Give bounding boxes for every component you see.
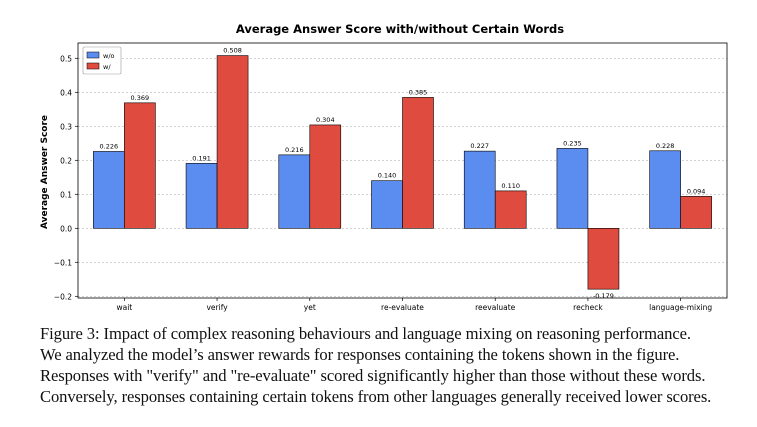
data-label: 0.110	[501, 182, 520, 190]
y-tick-label: 0.5	[60, 54, 72, 63]
y-axis-ticks: −0.2 −0.1 0.0 0.1 0.2 0.3 0.4 0.5	[54, 54, 78, 301]
legend-entry: w/	[103, 63, 111, 71]
y-axis-label: Average Answer Score	[40, 115, 50, 229]
legend-swatch	[86, 51, 100, 59]
caption-line-2: We analyzed the model’s answer rewards f…	[40, 345, 680, 364]
data-label: 0.191	[192, 154, 211, 162]
data-label: 0.304	[316, 116, 335, 124]
caption-line-4: Conversely, responses containing certain…	[40, 387, 712, 406]
data-label: 0.228	[656, 142, 675, 150]
data-label: 0.508	[223, 47, 242, 55]
data-label: -0.179	[593, 292, 614, 300]
y-tick-label: 0.4	[60, 88, 72, 97]
bar-language-mixing-with	[680, 196, 712, 229]
bar-wait-without	[93, 151, 125, 229]
y-tick-label: 0.3	[60, 122, 72, 131]
bar-reevaluate-with	[494, 190, 527, 229]
bar-re-evaluate-with	[402, 97, 434, 229]
bar-yet-without	[278, 154, 311, 229]
bar-recheck-with	[587, 228, 620, 290]
x-axis-ticks: wait verify yet re-evaluate reevaluate rechec…	[116, 298, 712, 312]
x-tick-label: re-evaluate	[381, 303, 424, 312]
x-tick-label: language-mixing	[649, 303, 712, 312]
legend-box	[82, 46, 122, 75]
bar-yet-with	[309, 124, 342, 229]
chart-title: Average Answer Score with/without Certai…	[236, 22, 564, 36]
legend: w/o w/	[82, 46, 122, 75]
caption-line-1: Figure 3: Impact of complex reasoning be…	[40, 324, 691, 343]
bar-wait-with	[124, 102, 156, 229]
legend-entry: w/o	[103, 52, 115, 60]
y-tick-label: −0.2	[54, 292, 72, 301]
x-tick-label: yet	[304, 303, 316, 312]
plot-frame	[77, 42, 728, 299]
x-tick-label: recheck	[573, 303, 603, 312]
bar-chart: Average Answer Score with/without Certai…	[40, 22, 728, 312]
data-label: 0.226	[100, 142, 119, 150]
bar-recheck-without	[556, 148, 589, 229]
data-label: 0.235	[563, 139, 582, 147]
y-tick-label: 0.2	[60, 156, 72, 165]
y-tick-label: −0.1	[54, 258, 72, 267]
caption-line-3: Responses with "verify" and "re-evaluate…	[40, 366, 706, 385]
bar-verify-without	[185, 163, 218, 229]
figure-caption: Figure 3: Impact of complex reasoning be…	[40, 323, 752, 407]
bars	[93, 55, 712, 290]
data-labels: 0.226 0.369 0.191 0.508 0.216 0.304 0.140 0.385…	[100, 47, 706, 301]
data-label: 0.227	[470, 142, 489, 150]
bar-re-evaluate-without	[371, 180, 403, 229]
y-tick-label: 0.1	[60, 190, 72, 199]
data-label: 0.140	[378, 172, 397, 180]
y-tick-label: 0.0	[60, 224, 72, 233]
x-tick-label: verify	[206, 303, 228, 312]
data-label: 0.385	[409, 88, 428, 96]
x-tick-label: wait	[116, 303, 132, 312]
data-label: 0.216	[285, 146, 304, 154]
data-label: 0.094	[687, 187, 706, 195]
bar-verify-with	[216, 55, 249, 229]
bar-language-mixing-without	[649, 150, 681, 229]
legend-swatch	[86, 62, 100, 70]
x-tick-label: reevaluate	[475, 303, 516, 312]
bar-reevaluate-without	[463, 150, 496, 229]
data-label: 0.369	[131, 94, 150, 102]
